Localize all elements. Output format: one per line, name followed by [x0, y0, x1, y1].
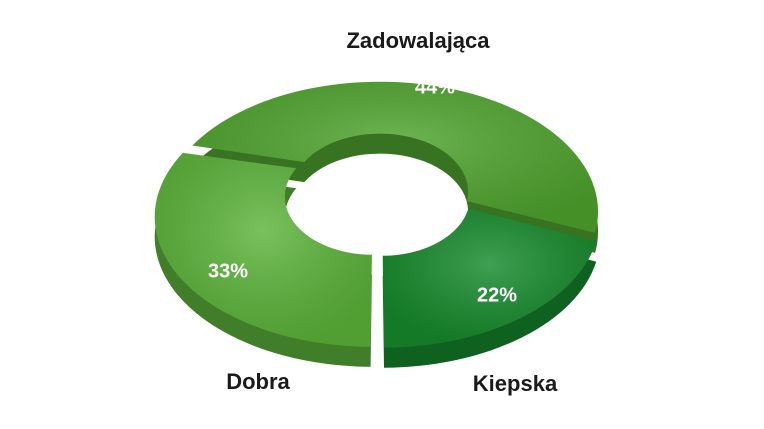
- category-label: Kiepska: [473, 371, 558, 396]
- category-label: Dobra: [226, 369, 290, 394]
- segment-shade: [192, 81, 599, 233]
- value-label: 22%: [477, 284, 517, 306]
- labels: Dobra 33% Zadowalająca 44% Kiepska 22%: [208, 28, 558, 396]
- segment-tops: [154, 81, 599, 348]
- category-label: Zadowalająca: [346, 28, 490, 53]
- segment-shade: [382, 208, 597, 348]
- value-label: 33%: [208, 260, 248, 282]
- value-label: 44%: [415, 76, 455, 98]
- segment-shade: [154, 152, 372, 347]
